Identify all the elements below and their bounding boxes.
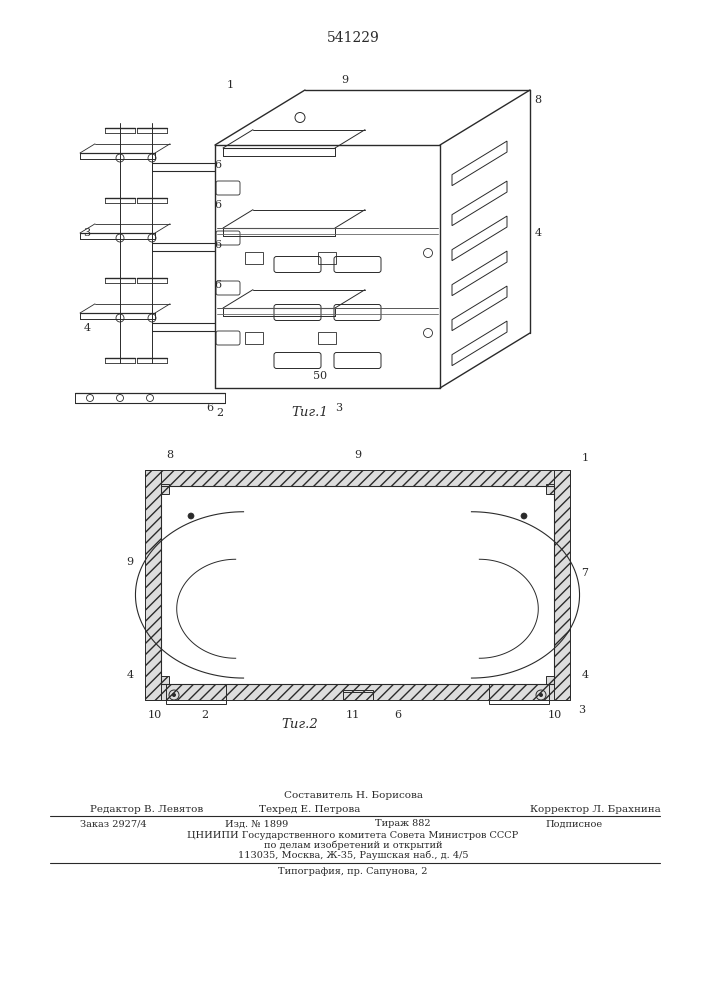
- Bar: [145, 684, 570, 700]
- Text: 11: 11: [346, 710, 360, 720]
- Text: 2: 2: [216, 408, 223, 418]
- Text: Техред Е. Петрова: Техред Е. Петрова: [259, 804, 361, 814]
- Text: Редактор В. Левятов: Редактор В. Левятов: [90, 804, 203, 814]
- Text: 8: 8: [166, 450, 173, 460]
- Text: Тираж 882: Тираж 882: [375, 820, 431, 828]
- Text: 10: 10: [148, 710, 162, 720]
- Text: 9: 9: [127, 557, 134, 567]
- Text: Заказ 2927/4: Заказ 2927/4: [80, 820, 146, 828]
- Text: 4: 4: [534, 228, 542, 238]
- Text: 541229: 541229: [327, 31, 380, 45]
- Text: Подписное: Подписное: [545, 820, 602, 828]
- Text: Корректор Л. Брахнина: Корректор Л. Брахнина: [530, 804, 661, 814]
- Bar: [546, 676, 554, 684]
- Text: 8: 8: [534, 95, 542, 105]
- Text: 6: 6: [214, 160, 221, 170]
- Circle shape: [172, 693, 176, 697]
- Circle shape: [188, 513, 194, 519]
- Text: Составитель Н. Борисова: Составитель Н. Борисова: [284, 790, 423, 800]
- Text: 10: 10: [548, 710, 562, 720]
- Text: ЦНИИПИ Государственного комитета Совета Министров СССР: ЦНИИПИ Государственного комитета Совета …: [187, 830, 519, 840]
- Text: 4: 4: [83, 323, 90, 333]
- Bar: [145, 470, 570, 486]
- Bar: [161, 486, 554, 684]
- Text: 3: 3: [578, 705, 585, 715]
- Text: 6: 6: [214, 240, 221, 250]
- Bar: [342, 692, 373, 700]
- Circle shape: [521, 513, 527, 519]
- Circle shape: [539, 693, 543, 697]
- Bar: [489, 684, 549, 704]
- Bar: [546, 484, 554, 494]
- Bar: [145, 470, 161, 700]
- Text: Типография, пр. Сапунова, 2: Типография, пр. Сапунова, 2: [279, 867, 428, 876]
- Text: 6: 6: [214, 280, 221, 290]
- Text: Τиг.2: Τиг.2: [281, 718, 318, 732]
- Bar: [161, 676, 169, 684]
- Text: 6: 6: [214, 200, 221, 210]
- Bar: [245, 332, 263, 344]
- Text: 2: 2: [201, 710, 209, 720]
- Bar: [161, 484, 169, 494]
- Text: 1: 1: [226, 80, 233, 90]
- Text: 4: 4: [581, 670, 588, 680]
- Text: Изд. № 1899: Изд. № 1899: [225, 820, 288, 828]
- Text: Τиг.1: Τиг.1: [291, 406, 328, 420]
- Bar: [318, 332, 336, 344]
- Text: 3: 3: [335, 403, 342, 413]
- Text: 4: 4: [127, 670, 134, 680]
- Bar: [342, 690, 373, 700]
- Text: 5: 5: [313, 371, 320, 381]
- Text: 0: 0: [320, 371, 327, 381]
- Bar: [554, 470, 570, 700]
- Bar: [245, 252, 263, 264]
- Text: 9: 9: [341, 75, 349, 85]
- Text: 6: 6: [394, 710, 401, 720]
- Text: по делам изобретений и открытий: по делам изобретений и открытий: [264, 840, 443, 850]
- Text: 1: 1: [581, 453, 588, 463]
- Text: 3: 3: [83, 228, 90, 238]
- Text: 9: 9: [354, 450, 361, 460]
- Text: 113035, Москва, Ж-35, Раушская наб., д. 4/5: 113035, Москва, Ж-35, Раушская наб., д. …: [238, 850, 468, 860]
- Text: 6: 6: [206, 403, 214, 413]
- Bar: [318, 252, 336, 264]
- Bar: [166, 684, 226, 704]
- Text: 7: 7: [581, 568, 588, 578]
